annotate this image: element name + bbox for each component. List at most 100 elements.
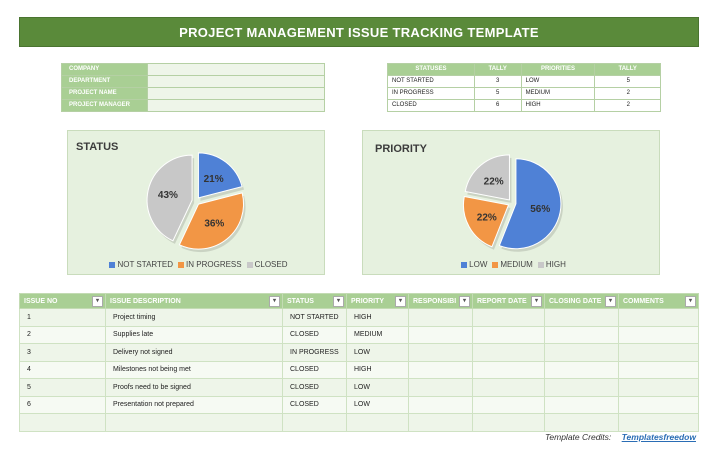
tally-cell: 3 <box>473 75 522 88</box>
table-cell[interactable] <box>472 413 545 432</box>
table-cell[interactable] <box>408 360 473 379</box>
table-cell[interactable]: NOT STARTED <box>282 308 347 327</box>
issues-column-header: REPORT DATE ▾ <box>472 293 545 309</box>
info-label: COMPANY <box>61 63 148 76</box>
table-cell[interactable] <box>618 395 699 414</box>
table-cell[interactable] <box>472 360 545 379</box>
filter-dropdown-icon[interactable]: ▾ <box>459 296 470 307</box>
priority-chart-title: PRIORITY <box>375 143 427 155</box>
table-cell[interactable] <box>544 378 619 397</box>
filter-dropdown-icon[interactable]: ▾ <box>269 296 280 307</box>
info-value-cell[interactable] <box>147 63 325 76</box>
table-cell[interactable]: 3 <box>19 343 106 362</box>
table-cell[interactable] <box>472 308 545 327</box>
table-cell[interactable]: 5 <box>19 378 106 397</box>
table-cell[interactable] <box>282 413 347 432</box>
table-cell[interactable]: Supplies late <box>105 325 283 344</box>
table-cell[interactable]: CLOSED <box>282 325 347 344</box>
table-cell[interactable]: MEDIUM <box>346 325 409 344</box>
filter-dropdown-icon[interactable]: ▾ <box>92 296 103 307</box>
table-row: 3 Delivery not signed IN PROGRESS LOW <box>19 343 699 362</box>
table-cell[interactable]: 1 <box>19 308 106 327</box>
table-cell[interactable] <box>408 413 473 432</box>
table-cell[interactable] <box>618 325 699 344</box>
table-cell[interactable] <box>544 308 619 327</box>
table-cell[interactable] <box>618 308 699 327</box>
table-cell[interactable] <box>408 378 473 397</box>
info-value-cell[interactable] <box>147 75 325 88</box>
info-label: DEPARTMENT <box>61 75 148 88</box>
status-chart-panel: STATUS 21% 36% 43% NOT STARTED IN PROGRESS C… <box>67 130 325 275</box>
table-cell[interactable] <box>408 343 473 362</box>
table-cell[interactable]: Presentation not prepared <box>105 395 283 414</box>
issues-column-header: ISSUE DESCRIPTION ▾ <box>105 293 283 309</box>
table-cell[interactable] <box>618 343 699 362</box>
pie-slice <box>197 152 243 199</box>
template-credits: Template Credits: Templatesfreedow <box>545 432 696 442</box>
table-cell[interactable]: HIGH <box>346 308 409 327</box>
table-cell[interactable]: Delivery not signed <box>105 343 283 362</box>
filter-dropdown-icon[interactable]: ▾ <box>531 296 542 307</box>
table-cell[interactable] <box>618 360 699 379</box>
table-row: 2 Supplies late CLOSED MEDIUM <box>19 325 699 344</box>
table-cell[interactable] <box>408 308 473 327</box>
table-cell[interactable]: 2 <box>19 325 106 344</box>
pie-data-label: 56% <box>530 204 550 215</box>
info-value-cell[interactable] <box>147 87 325 100</box>
filter-dropdown-icon[interactable]: ▾ <box>605 296 616 307</box>
table-cell[interactable]: HIGH <box>346 360 409 379</box>
issues-column-header: COMMENTS ▾ <box>618 293 699 309</box>
status-pie-chart: 21% 36% 43% <box>146 152 246 253</box>
table-cell[interactable] <box>408 325 473 344</box>
table-cell[interactable] <box>346 413 409 432</box>
legend-label: NOT STARTED <box>117 260 174 269</box>
tally-cell: LOW <box>520 75 596 88</box>
column-header-label: RESPONSIBI <box>413 297 457 305</box>
table-cell[interactable] <box>544 395 619 414</box>
tally-row: IN PROGRESS 5 MEDIUM 2 <box>387 87 661 100</box>
issues-column-header: CLOSING DATE ▾ <box>544 293 619 309</box>
table-cell[interactable]: 4 <box>19 360 106 379</box>
credits-link[interactable]: Templatesfreedow <box>621 432 696 442</box>
table-cell[interactable]: IN PROGRESS <box>282 343 347 362</box>
table-cell[interactable] <box>472 395 545 414</box>
filter-dropdown-icon[interactable]: ▾ <box>685 296 696 307</box>
tally-header: TALLY <box>473 63 522 76</box>
table-cell[interactable] <box>472 325 545 344</box>
table-cell[interactable] <box>544 413 619 432</box>
tally-cell: IN PROGRESS <box>387 87 475 100</box>
table-cell[interactable]: LOW <box>346 395 409 414</box>
table-cell[interactable] <box>408 395 473 414</box>
table-cell[interactable] <box>19 413 106 432</box>
status-chart-legend: NOT STARTED IN PROGRESS CLOSED <box>68 260 324 269</box>
table-cell[interactable]: LOW <box>346 343 409 362</box>
table-cell[interactable]: CLOSED <box>282 395 347 414</box>
table-cell[interactable]: CLOSED <box>282 360 347 379</box>
legend-label: CLOSED <box>254 260 288 269</box>
priority-chart-panel: PRIORITY 56% 22% 22% LOW MEDIUM HIGH <box>362 130 660 275</box>
table-cell[interactable]: CLOSED <box>282 378 347 397</box>
table-cell[interactable]: Milestones not being met <box>105 360 283 379</box>
filter-dropdown-icon[interactable]: ▾ <box>333 296 344 307</box>
info-value-cell[interactable] <box>147 99 325 112</box>
legend-swatch <box>492 261 499 268</box>
table-cell[interactable] <box>618 378 699 397</box>
table-cell[interactable] <box>472 343 545 362</box>
filter-dropdown-icon[interactable]: ▾ <box>395 296 406 307</box>
pie-slice <box>463 195 510 248</box>
legend-label: LOW <box>469 260 488 269</box>
table-cell[interactable] <box>544 325 619 344</box>
table-cell[interactable]: Proofs need to be signed <box>105 378 283 397</box>
table-cell[interactable]: 6 <box>19 395 106 414</box>
table-cell[interactable] <box>105 413 283 432</box>
table-cell[interactable] <box>472 378 545 397</box>
table-cell[interactable]: Project timing <box>105 308 283 327</box>
pie-slice <box>178 192 245 250</box>
table-cell[interactable] <box>618 413 699 432</box>
tally-cell: NOT STARTED <box>387 75 475 88</box>
table-cell[interactable] <box>544 343 619 362</box>
tally-table: STATUSES TALLY PRIORITIES TALLY NOT STARTED… <box>387 63 661 112</box>
table-cell[interactable]: LOW <box>346 378 409 397</box>
pie-slice <box>146 154 193 242</box>
table-cell[interactable] <box>544 360 619 379</box>
